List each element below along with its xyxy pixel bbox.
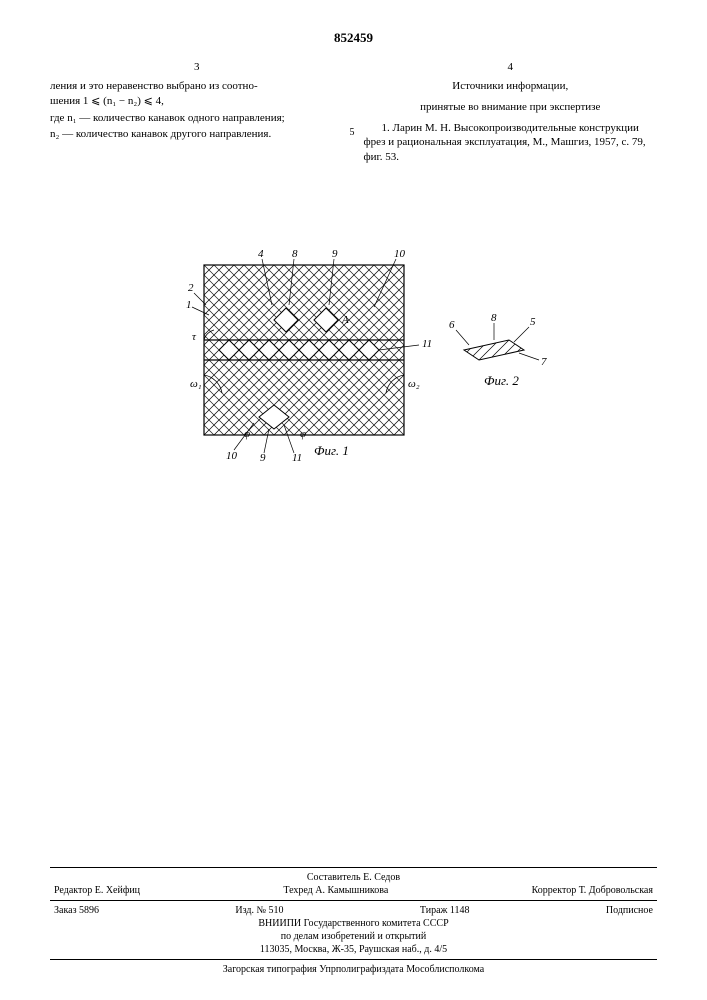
tirazh: Тираж 1148 (420, 904, 470, 917)
callout-8: 8 (292, 248, 298, 260)
f2-callout-6: 6 (449, 319, 455, 331)
f2-callout-5: 5 (530, 316, 536, 328)
definition-n2: n₂ — количество канавок другого направле… (50, 127, 344, 142)
figure-area: 2 1 4 8 9 10 11 A τ ω₁ ω₂ 10 9 11 φ φ Фи… (50, 245, 657, 465)
corrector: Корректор Т. Добровольская (532, 884, 653, 897)
callout-11: 11 (422, 338, 432, 350)
left-line-2: шения 1 ⩽ (n₁ − n₂) ⩽ 4, (50, 94, 344, 109)
callout-1: 1 (186, 299, 192, 311)
definition-n1: где n₁ — количество канавок одного напра… (50, 111, 344, 126)
order-number: Заказ 5896 (54, 904, 99, 917)
callout-4: 4 (258, 248, 264, 260)
callout-2: 2 (188, 282, 194, 294)
callout-9: 9 (332, 248, 338, 260)
patent-number: 852459 (50, 30, 657, 46)
sources-heading-1: Источники информации, (364, 79, 658, 94)
org-line-2: по делам изобретений и открытий (50, 930, 657, 943)
tech-editor: Техред А. Камышникова (283, 884, 388, 897)
reference-1: 1. Ларин М. Н. Высокопроизводительные ко… (364, 121, 658, 166)
podpisnoe: Подписное (606, 904, 653, 917)
line-number-5: 5 (350, 126, 355, 140)
label-phi-l: φ (244, 428, 250, 440)
composer: Составитель Е. Седов (50, 871, 657, 884)
address: 113035, Москва, Ж-35, Раушская наб., д. … (50, 943, 657, 956)
f2-callout-8: 8 (491, 312, 497, 324)
label-omega2: ω₂ (408, 378, 420, 390)
figure-svg: 2 1 4 8 9 10 11 A τ ω₁ ω₂ 10 9 11 φ φ Фи… (144, 245, 564, 465)
callout-10: 10 (394, 248, 406, 260)
left-column: 3 ления и это неравенство выбрано из соо… (50, 60, 344, 165)
f2-callout-7: 7 (541, 356, 547, 368)
right-column: 4 Источники информации, принятые во вним… (364, 60, 658, 165)
footer: Составитель Е. Седов Редактор Е. Хейфиц … (50, 864, 657, 976)
callout-11b: 11 (292, 452, 302, 464)
sources-heading-2: принятые во внимание при экспертизе (364, 100, 658, 115)
right-page-number: 4 (364, 60, 658, 75)
fig2-label: Фиг. 2 (484, 373, 519, 388)
callout-9b: 9 (260, 452, 266, 464)
label-omega1: ω₁ (190, 378, 202, 390)
printer: Загорская типография Упрполиграфиздата М… (50, 963, 657, 976)
label-phi-r: φ (300, 428, 306, 440)
editor: Редактор Е. Хейфиц (54, 884, 140, 897)
izd-number: Изд. № 510 (235, 904, 283, 917)
org-line-1: ВНИИПИ Государственного комитета СССР (50, 917, 657, 930)
fig1-label: Фиг. 1 (314, 443, 349, 458)
left-line-1: ления и это неравенство выбрано из соотн… (50, 79, 344, 94)
figure-2: 6 8 5 7 Фиг. 2 (449, 312, 547, 388)
callout-10b: 10 (226, 450, 238, 462)
left-page-number: 3 (50, 60, 344, 75)
label-tau: τ (192, 331, 197, 343)
label-A: A (341, 314, 349, 326)
text-columns: 3 ления и это неравенство выбрано из соо… (50, 60, 657, 165)
